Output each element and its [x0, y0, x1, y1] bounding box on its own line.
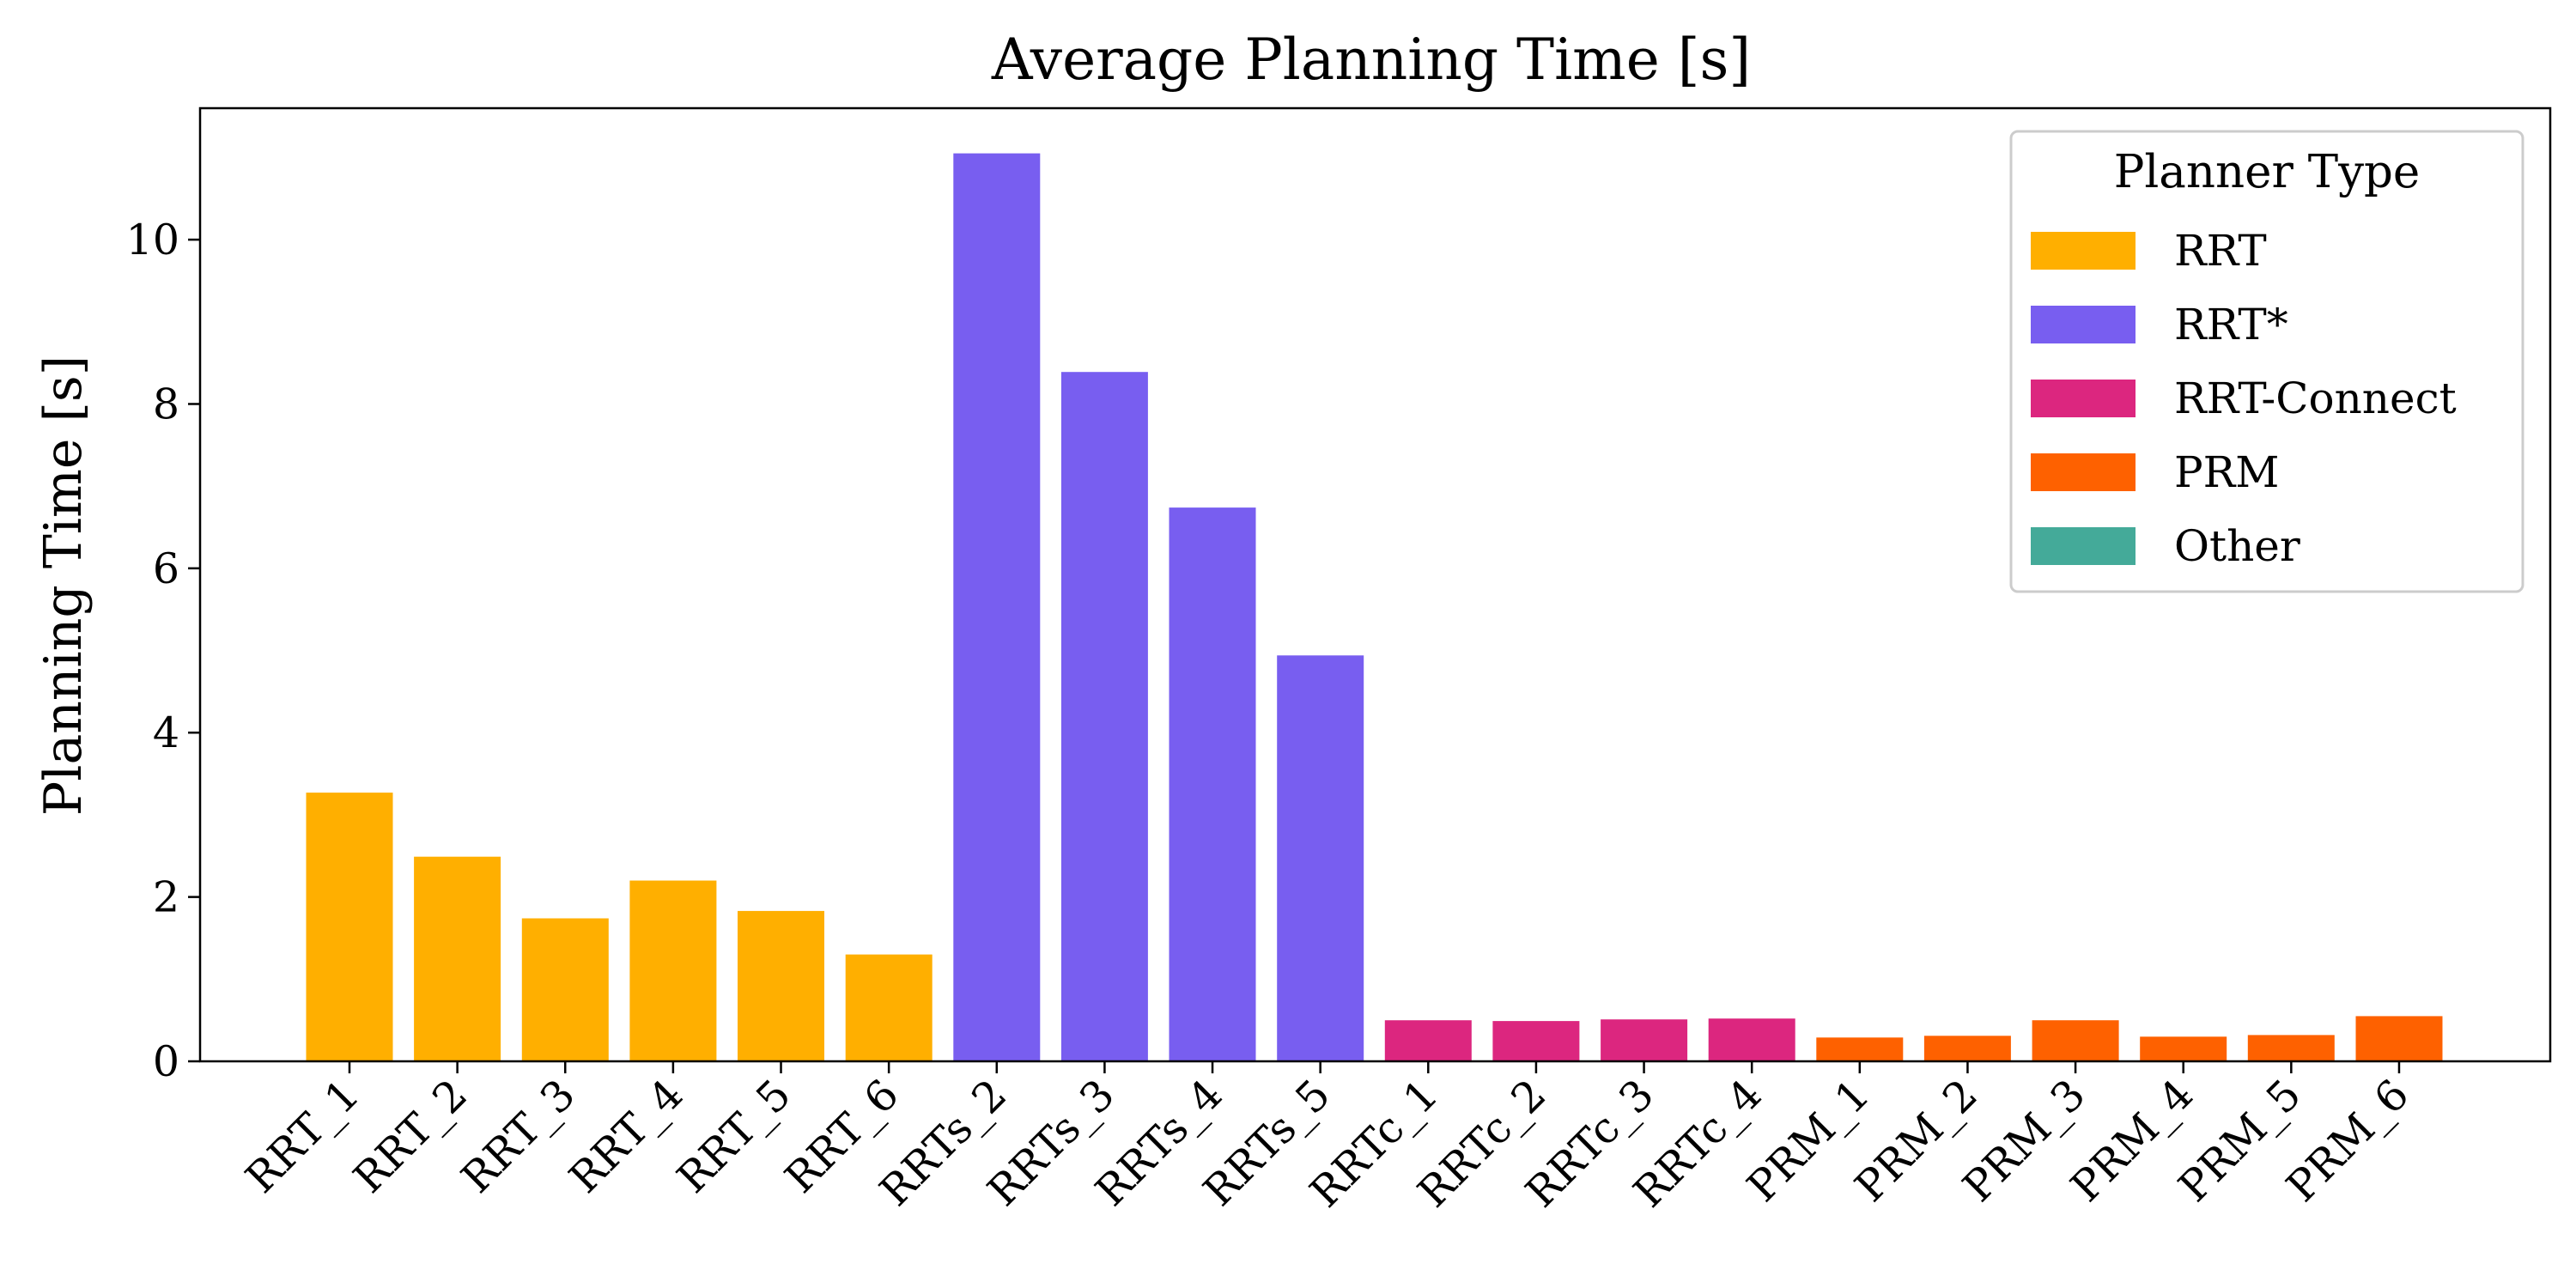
legend-items: RRT RRT* RRT-Connect PRM Other: [2031, 226, 2457, 571]
y-tick-label: 2: [153, 873, 179, 922]
legend-label: RRT-Connect: [2174, 374, 2457, 423]
legend-swatch: [2031, 306, 2136, 343]
y-axis-label: Planning Time [s]: [33, 355, 94, 816]
legend-swatch: [2031, 453, 2136, 491]
bar-rrts-3: [1060, 372, 1148, 1061]
bar-rrtc-1: [1384, 1020, 1472, 1061]
legend-label: Other: [2174, 521, 2300, 571]
x-tick-label: RRT_1: [236, 1070, 368, 1202]
bar-rrt-4: [629, 880, 717, 1061]
bar-rrt-6: [845, 954, 933, 1061]
bar-prm-3: [2032, 1020, 2119, 1061]
bars-group: [306, 153, 2443, 1062]
legend-box: [2009, 130, 2524, 593]
bar-rrts-2: [953, 153, 1041, 1062]
legend-swatch: [2031, 232, 2136, 270]
y-tick-label: 4: [153, 708, 179, 757]
x-tick-label: RRT_5: [668, 1070, 800, 1202]
bar-rrt-2: [414, 856, 501, 1061]
bar-rrts-4: [1169, 507, 1256, 1061]
bar-prm-5: [2247, 1035, 2335, 1061]
x-axis-ticks: RRT_1RRT_2RRT_3RRT_4RRT_5RRT_6RRTs_2RRTs…: [236, 1061, 2418, 1217]
x-tick-label: RRT_2: [344, 1070, 477, 1202]
y-tick-label: 0: [153, 1037, 179, 1086]
y-tick-label: 10: [126, 216, 179, 264]
legend-label: RRT*: [2174, 300, 2288, 349]
plot-frame: [198, 106, 2552, 1063]
bar-rrts-5: [1277, 655, 1364, 1061]
bar-rrt-1: [306, 793, 393, 1061]
bar-prm-6: [2355, 1016, 2443, 1061]
bar-rrt-5: [738, 910, 824, 1061]
bar-prm-4: [2140, 1036, 2227, 1061]
y-tick-label: 6: [153, 544, 179, 593]
bar-prm-2: [1923, 1036, 2011, 1061]
bar-rrtc-4: [1708, 1018, 1795, 1061]
legend: Planner Type RRT RRT* RRT-Connect PRM Other: [2009, 130, 2524, 593]
chart-title: Average Planning Time [s]: [991, 27, 1751, 93]
legend-title: Planner Type: [2114, 146, 2421, 198]
y-tick-label: 8: [153, 380, 179, 428]
bar-rrt-3: [521, 918, 609, 1061]
y-axis-ticks: 0 2 4 6 8 10: [126, 216, 200, 1086]
bar-rrtc-3: [1601, 1019, 1688, 1061]
bar-rrtc-2: [1492, 1021, 1580, 1061]
legend-label: RRT: [2174, 226, 2267, 276]
legend-swatch: [2031, 527, 2136, 565]
x-tick-label: RRT_3: [452, 1070, 584, 1202]
x-tick-label: RRT_4: [560, 1070, 692, 1202]
legend-label: PRM: [2174, 447, 2280, 497]
legend-swatch: [2031, 380, 2136, 417]
x-tick-label: PRM_6: [2277, 1070, 2419, 1212]
bar-prm-1: [1816, 1037, 1904, 1062]
